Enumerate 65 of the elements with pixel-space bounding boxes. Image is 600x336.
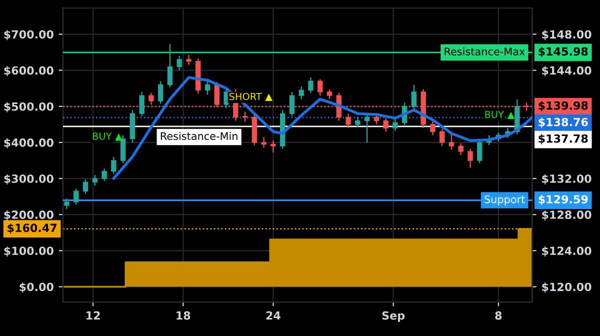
y-tick-label: $600.00 bbox=[4, 66, 54, 76]
candlestick bbox=[102, 168, 107, 182]
x-tick-label: 24 bbox=[266, 311, 280, 320]
candlestick bbox=[440, 128, 445, 147]
y2-tick-label: $128.00 bbox=[542, 210, 592, 220]
annotation: SHORT bbox=[229, 92, 262, 100]
x-tick-label: 18 bbox=[176, 311, 190, 320]
candlestick bbox=[139, 91, 144, 117]
candlestick bbox=[346, 113, 351, 129]
candlestick bbox=[176, 55, 182, 71]
candlestick bbox=[430, 120, 436, 136]
y-tick-label: $700.00 bbox=[4, 30, 54, 40]
y-tick-label: $0.00 bbox=[20, 282, 54, 293]
candlestick bbox=[158, 80, 164, 104]
ref-line-label: $139.98 bbox=[538, 101, 588, 112]
candlestick bbox=[448, 131, 454, 150]
candlestick bbox=[270, 140, 276, 153]
candlestick bbox=[242, 111, 248, 122]
annotation: Resistance-Max bbox=[444, 47, 525, 56]
candlestick bbox=[261, 136, 266, 148]
candlestick bbox=[355, 116, 360, 128]
candlestick bbox=[383, 118, 388, 132]
candlestick bbox=[167, 44, 173, 88]
candlestick bbox=[326, 88, 332, 100]
ref-line-label: $129.59 bbox=[538, 194, 588, 205]
annotation: Resistance-Min bbox=[160, 132, 238, 140]
y2-tick-label: $148.00 bbox=[542, 30, 592, 40]
candlestick bbox=[120, 134, 126, 164]
candlestick bbox=[92, 174, 98, 186]
y-tick-label: $200.00 bbox=[4, 210, 54, 220]
y-tick-label: $100.00 bbox=[4, 246, 54, 257]
y2-tick-label: $120.00 bbox=[542, 282, 592, 293]
candlestick bbox=[318, 78, 323, 96]
y2-tick-label: $144.00 bbox=[542, 66, 592, 76]
candlestick bbox=[477, 139, 482, 164]
x-tick-label: 8 bbox=[495, 311, 502, 320]
candlestick bbox=[308, 76, 314, 94]
candlestick bbox=[364, 113, 370, 143]
candlestick bbox=[458, 142, 464, 156]
candlestick bbox=[392, 118, 398, 132]
ref-line-label: $145.98 bbox=[538, 47, 588, 58]
candlestick bbox=[111, 156, 116, 175]
candlestick bbox=[82, 178, 88, 194]
ref-line-label: $160.47 bbox=[8, 223, 56, 234]
y-tick-label: $400.00 bbox=[4, 138, 54, 148]
annotation: BUY bbox=[92, 132, 112, 140]
y2-tick-label: $132.00 bbox=[542, 174, 592, 184]
candlestick bbox=[298, 86, 304, 100]
candlestick bbox=[289, 91, 295, 117]
candlestick bbox=[186, 54, 192, 66]
candlestick bbox=[204, 80, 210, 96]
candlestick bbox=[468, 148, 473, 168]
ref-line-label: $138.76 bbox=[538, 118, 588, 128]
candlestick bbox=[224, 88, 229, 109]
y-tick-label: $500.00 bbox=[4, 102, 54, 112]
candlestick bbox=[411, 84, 417, 110]
candlestick bbox=[64, 198, 70, 210]
annotation: Support bbox=[484, 195, 525, 206]
candlestick bbox=[74, 188, 79, 206]
y2-tick-label: $124.00 bbox=[542, 246, 592, 257]
x-tick-label: Sep bbox=[382, 311, 405, 322]
y-tick-label: $300.00 bbox=[4, 174, 54, 184]
annotation: BUY bbox=[485, 110, 504, 118]
ref-line-label: $137.78 bbox=[538, 134, 588, 144]
x-tick-label: 12 bbox=[86, 311, 100, 320]
